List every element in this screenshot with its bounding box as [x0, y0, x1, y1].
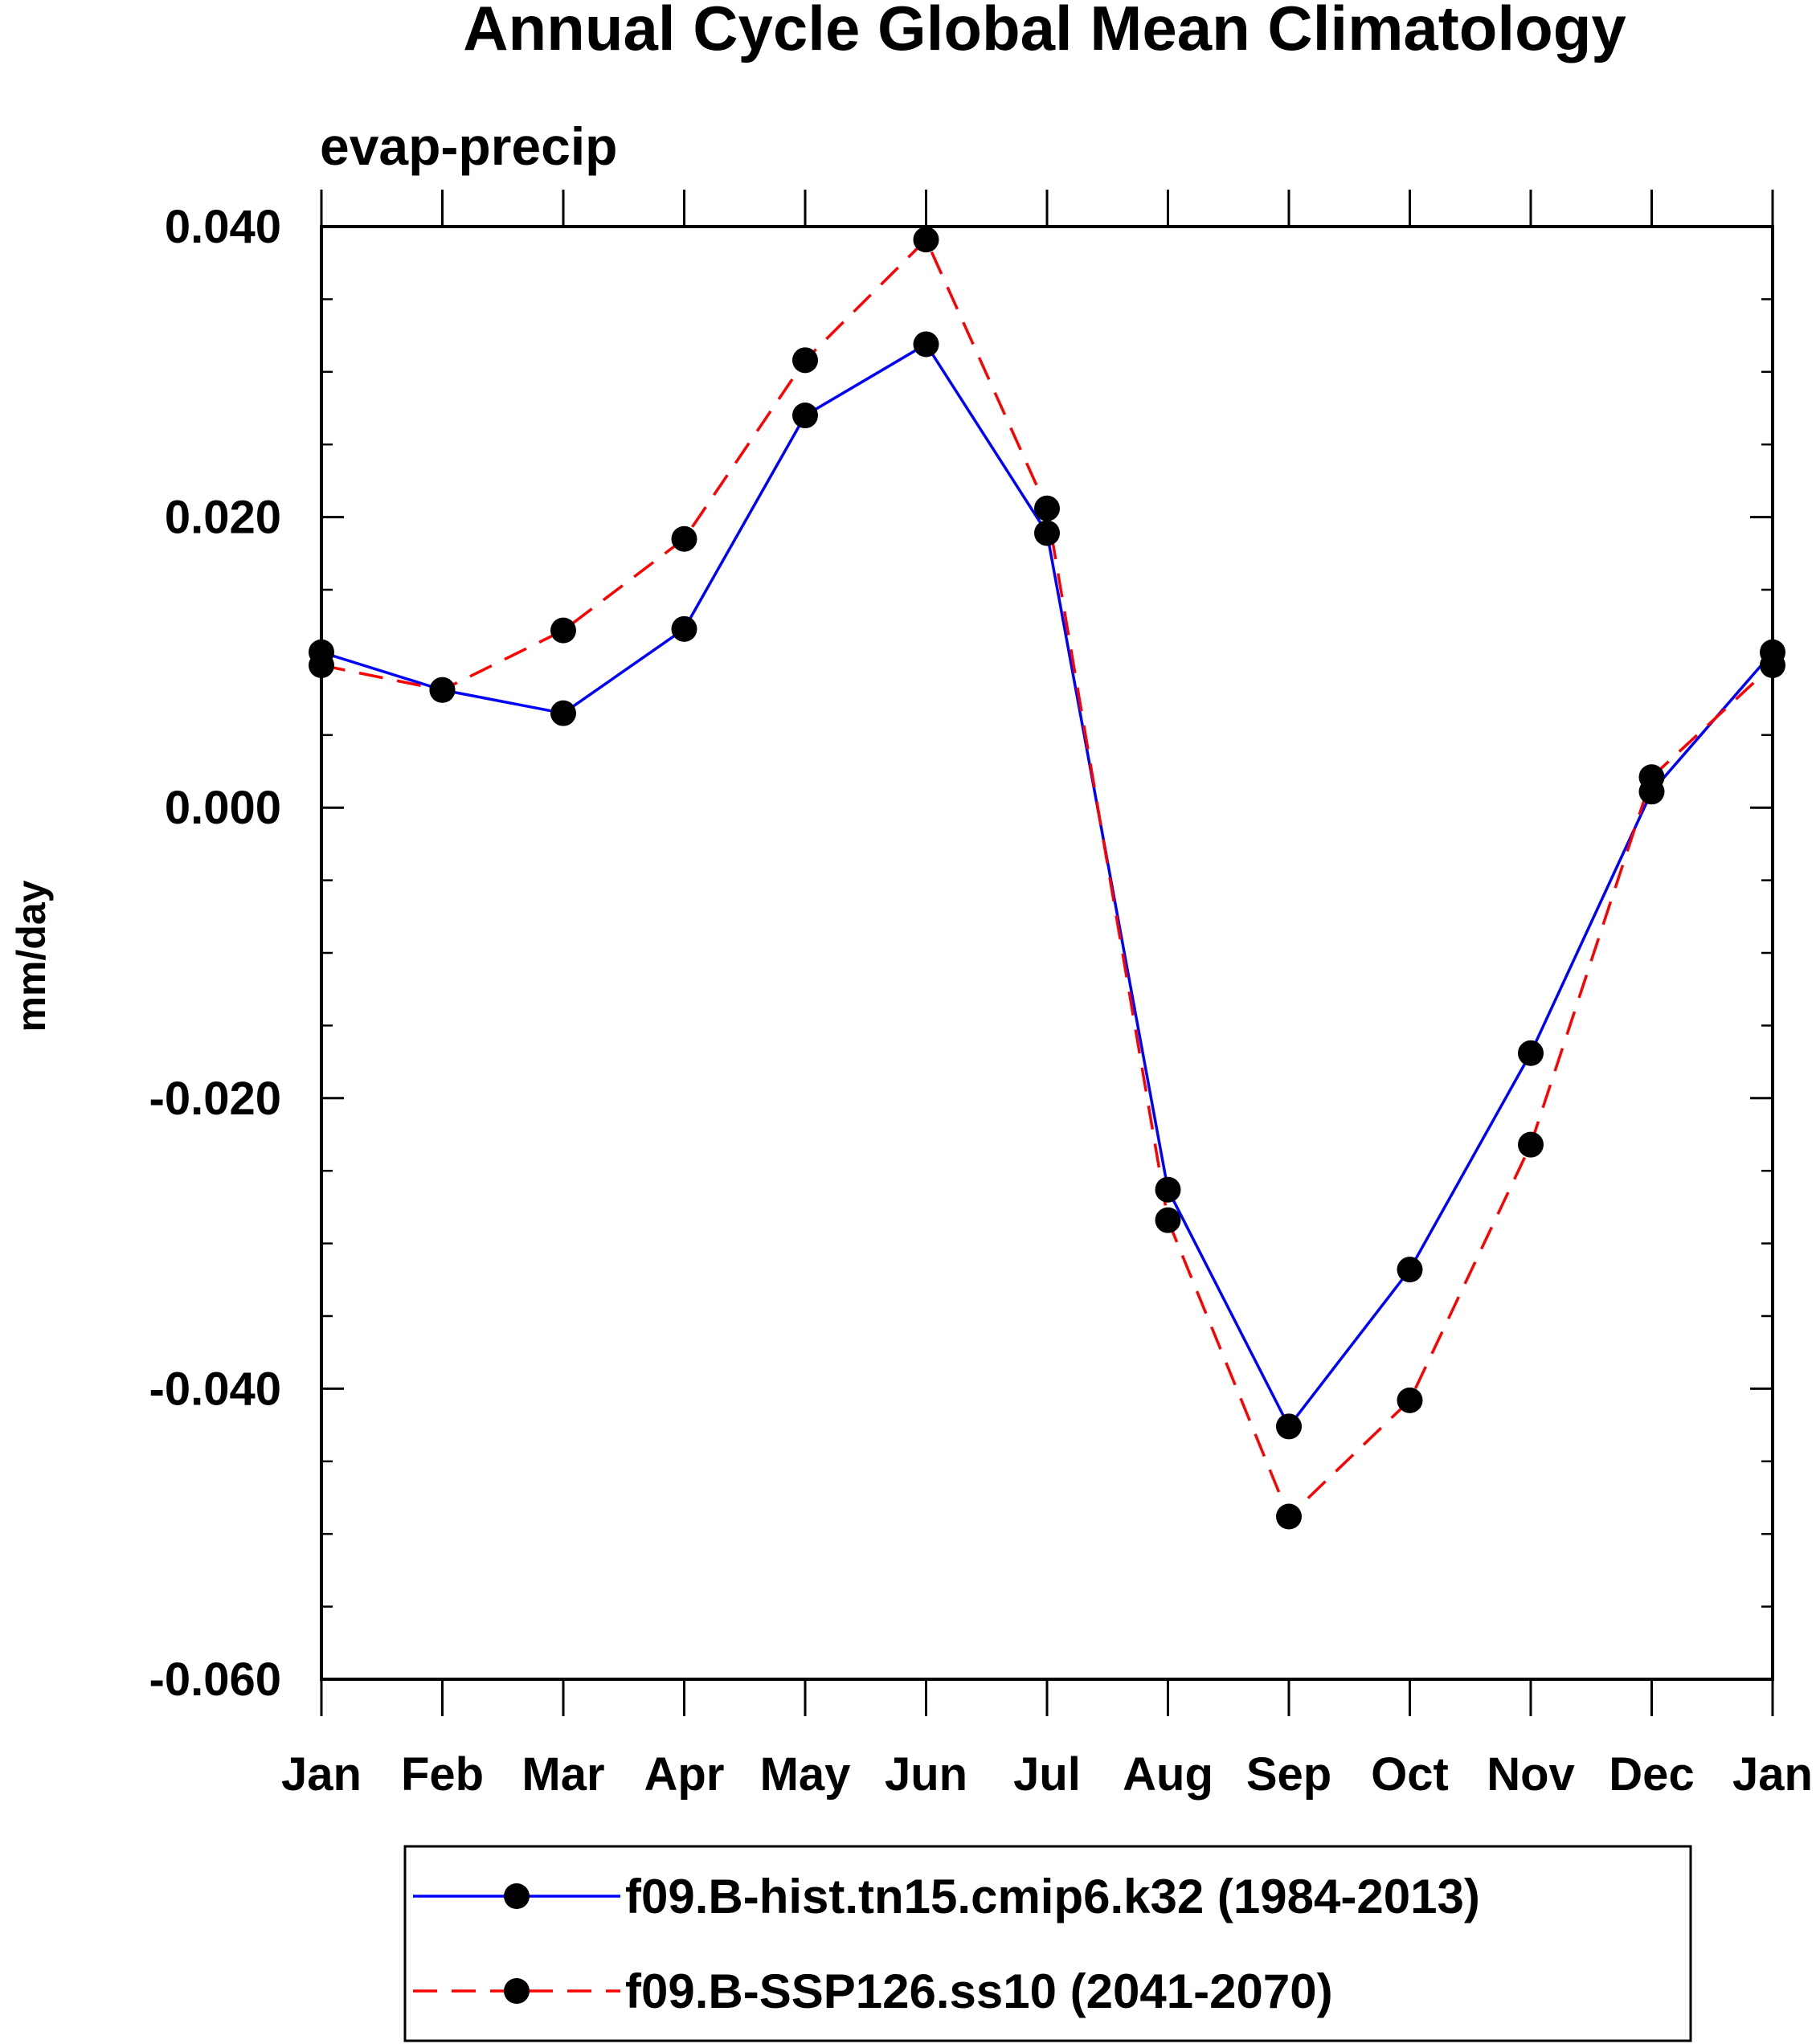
x-tick-label: Mar [521, 1748, 604, 1801]
y-axis-label: mm/day [9, 880, 54, 1032]
y-tick-label: -0.020 [149, 1073, 281, 1125]
x-tick-label: Jun [885, 1748, 967, 1801]
chart-subtitle: evap-precip [320, 117, 617, 176]
series-2-point [1638, 764, 1665, 791]
series-line-2 [321, 237, 1774, 1519]
series-1-point [1155, 1176, 1181, 1203]
series-2-point [550, 617, 576, 644]
y-tick-labels: 0.040 0.020 0.000 -0.020 -0.040 -0.060 [149, 201, 281, 1706]
series-1-point [1397, 1257, 1423, 1283]
series-1-point [1034, 520, 1060, 546]
series-layer [309, 227, 1785, 1530]
x-tick-label: Jul [1013, 1748, 1081, 1801]
legend-marker-1 [504, 1883, 530, 1909]
legend-box [403, 1845, 1692, 2042]
series-2-point [1397, 1387, 1423, 1413]
x-tick-labels: Jan Feb Mar Apr May Jun Jul Aug Sep Oct Nov Dec Jan [281, 1748, 1813, 1801]
legend-label-2: f09.B-SSP126.ss10 (2041-2070) [625, 1964, 1333, 2018]
series-2-point [671, 525, 697, 552]
x-tick-label: Oct [1371, 1748, 1449, 1801]
series-2-point [792, 347, 818, 374]
legend-items: f09.B-hist.tn15.cmip6.k32 (1984-2013) f09… [413, 1870, 1480, 2018]
x-tick-label: Nov [1487, 1748, 1575, 1801]
series-2-point [429, 677, 456, 703]
series-2-point [309, 652, 334, 679]
series-2-point [1276, 1503, 1302, 1530]
y-tick-label: 0.020 [165, 492, 281, 544]
series-2-point [1518, 1131, 1544, 1158]
y-tick-label: -0.040 [149, 1363, 281, 1415]
legend-label-1: f09.B-hist.tn15.cmip6.k32 (1984-2013) [625, 1870, 1480, 1923]
series-1-point [913, 331, 939, 358]
series-1-point [792, 403, 818, 429]
y-tick-label: 0.000 [165, 782, 281, 834]
series-2-point [1155, 1207, 1181, 1233]
x-tick-label: May [760, 1748, 851, 1801]
y-tick-label: -0.060 [149, 1654, 281, 1706]
series-2-point [1760, 652, 1785, 679]
x-tick-label: Jan [281, 1748, 362, 1801]
axis-ticks [320, 190, 1774, 1716]
x-tick-label: Dec [1609, 1748, 1694, 1801]
chart-title: Annual Cycle Global Mean Climatology [463, 0, 1626, 63]
x-tick-label: Sep [1246, 1748, 1331, 1801]
y-tick-label: 0.040 [165, 201, 281, 253]
series-1-point [550, 700, 576, 726]
legend-marker-2 [504, 1978, 530, 2004]
series-2-point [913, 227, 939, 253]
series-1-point [1276, 1413, 1302, 1440]
series-1-point [1518, 1040, 1544, 1066]
legend: f09.B-hist.tn15.cmip6.k32 (1984-2013) f09… [403, 1845, 1692, 2042]
plot-frame [320, 225, 1774, 1681]
x-tick-label: Feb [401, 1748, 484, 1801]
series-1-point [671, 615, 697, 642]
series-2-point [1034, 495, 1060, 521]
x-tick-label: Aug [1123, 1748, 1213, 1801]
x-tick-label: Apr [644, 1748, 725, 1801]
x-tick-label: Jan [1732, 1748, 1813, 1801]
